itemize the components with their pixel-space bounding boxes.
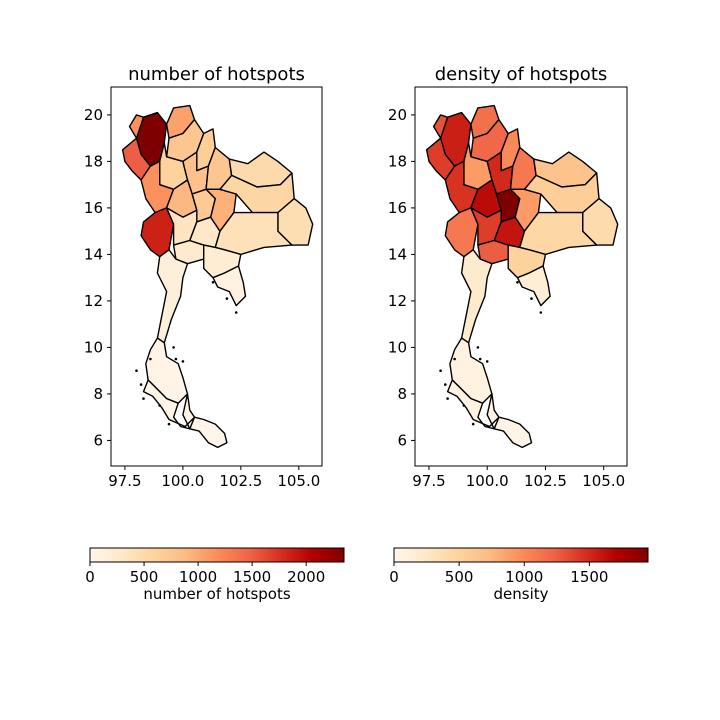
island — [174, 357, 178, 361]
colorbar-tick-label: 0 — [389, 568, 399, 586]
island — [539, 311, 543, 314]
y-tick-label: 8 — [397, 385, 407, 403]
province-deep-south — [189, 416, 228, 449]
island — [149, 357, 152, 361]
colorbar-tick-label: 1500 — [233, 568, 271, 586]
thailand-map — [425, 104, 619, 449]
island — [453, 357, 456, 361]
island — [211, 281, 215, 284]
x-axis: 97.5 100.0 102.5 105.0 — [412, 466, 625, 490]
province-southeast — [212, 265, 247, 307]
panel-title: number of hotspots — [128, 64, 305, 85]
colorbar-tick-label: 500 — [130, 568, 159, 586]
y-tick-label: 6 — [397, 431, 407, 449]
panel-density-of-hotspots: density of hotspots 20 18 16 14 12 10 8 6 97.5 1… — [388, 64, 628, 490]
x-tick-label: 105.0 — [582, 472, 625, 490]
island — [172, 346, 175, 349]
panel-title: density of hotspots — [435, 64, 608, 85]
y-tick-label: 18 — [84, 152, 103, 170]
island — [439, 369, 442, 373]
y-tick-label: 8 — [93, 385, 103, 403]
province-upper-south — [460, 249, 493, 344]
province-southeast — [516, 265, 551, 307]
island — [234, 311, 238, 314]
colorbar-gradient — [393, 547, 649, 563]
y-tick-label: 18 — [388, 152, 407, 170]
province-upper-south — [156, 249, 189, 344]
colorbar-gradient — [89, 547, 345, 563]
island — [444, 383, 447, 386]
x-tick-label: 100.0 — [161, 472, 204, 490]
panel-number-of-hotspots: number of hotspots 20 18 16 14 12 10 8 6 97.5 10… — [84, 64, 323, 490]
y-tick-label: 20 — [84, 106, 103, 124]
y-tick-label: 12 — [84, 292, 103, 310]
colorbar-tick-label: 1500 — [570, 568, 608, 586]
province-deep-south — [493, 416, 533, 449]
colorbar-label: density — [494, 585, 549, 603]
thailand-map — [121, 104, 314, 449]
y-tick-label: 20 — [388, 106, 407, 124]
colorbar-ticks: 0 500 1000 1500 2000 — [85, 562, 325, 586]
y-tick-label: 16 — [84, 199, 103, 217]
colorbar-ticks: 0 500 1000 1500 — [389, 562, 608, 586]
island — [225, 297, 229, 300]
colorbar-tick-label: 500 — [445, 568, 474, 586]
colorbar-tick-label: 1000 — [505, 568, 543, 586]
province-south-b — [142, 379, 196, 430]
x-tick-label: 97.5 — [108, 472, 141, 490]
colorbar-density: 0 500 1000 1500 density — [389, 547, 649, 603]
colorbar-tick-label: 0 — [85, 568, 95, 586]
y-tick-label: 10 — [84, 338, 103, 356]
x-tick-label: 100.0 — [466, 472, 509, 490]
y-axis: 20 18 16 14 12 10 8 6 — [84, 106, 111, 449]
island — [462, 404, 466, 407]
map-frame — [414, 86, 628, 467]
y-tick-label: 6 — [93, 431, 103, 449]
island — [478, 357, 482, 361]
province-northwest-east — [128, 114, 145, 139]
island — [135, 369, 138, 373]
island — [158, 404, 161, 407]
province-south-b — [446, 379, 500, 430]
x-tick-label: 105.0 — [277, 472, 320, 490]
y-tick-label: 10 — [388, 338, 407, 356]
y-tick-label: 14 — [388, 245, 407, 263]
colorbar-tick-label: 1000 — [179, 568, 217, 586]
y-tick-label: 16 — [388, 199, 407, 217]
island — [139, 383, 143, 386]
island — [181, 360, 185, 363]
colorbar-number-of-hotspots: 0 500 1000 1500 2000 number of hotspots — [85, 547, 345, 603]
island — [530, 297, 533, 300]
island — [446, 397, 449, 400]
x-tick-label: 102.5 — [524, 472, 567, 490]
island — [471, 422, 475, 426]
map-frame — [110, 86, 323, 467]
y-tick-label: 14 — [84, 245, 103, 263]
island — [142, 397, 145, 400]
y-tick-label: 12 — [388, 292, 407, 310]
x-tick-label: 102.5 — [219, 472, 262, 490]
island — [485, 360, 489, 363]
y-axis: 20 18 16 14 12 10 8 6 — [388, 106, 415, 449]
x-axis: 97.5 100.0 102.5 105.0 — [108, 466, 320, 490]
island — [167, 422, 171, 426]
island — [476, 346, 480, 349]
x-tick-label: 97.5 — [412, 472, 445, 490]
island — [516, 281, 519, 284]
colorbar-tick-label: 2000 — [287, 568, 325, 586]
province-northwest-east — [432, 114, 449, 139]
colorbar-label: number of hotspots — [143, 585, 290, 603]
